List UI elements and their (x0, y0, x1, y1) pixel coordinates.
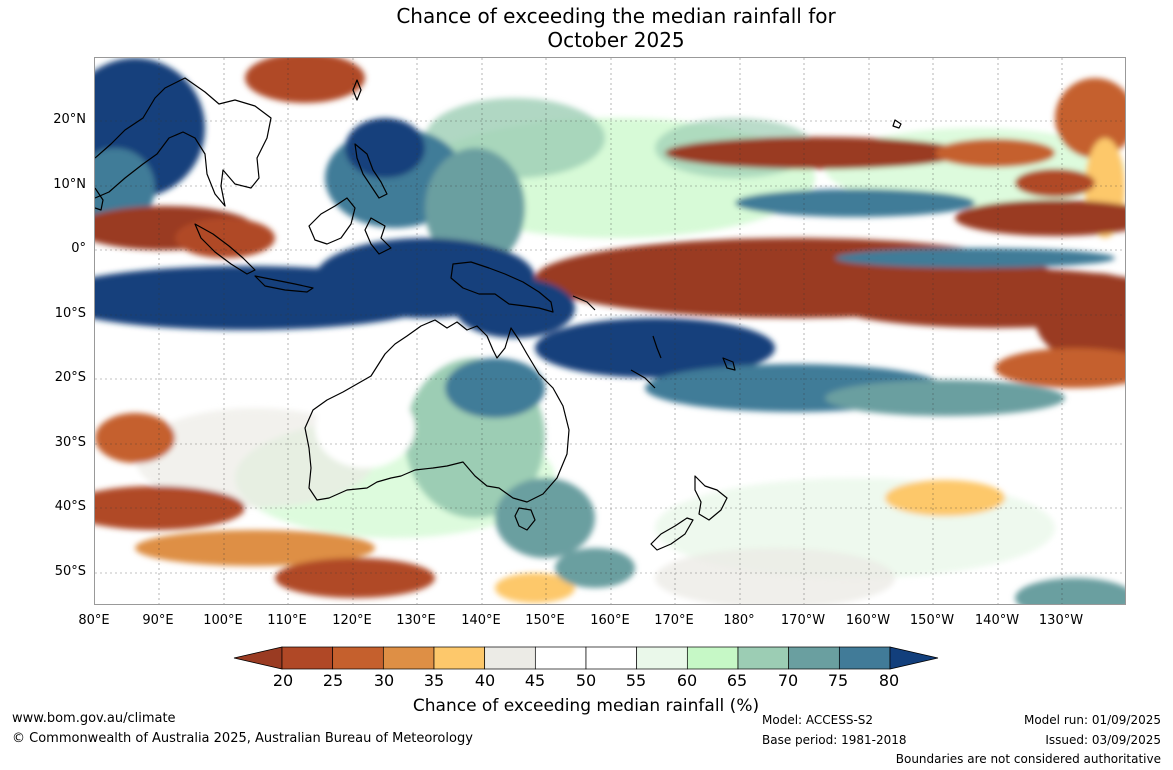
probability-field (95, 58, 1125, 604)
australia-coastline (304, 319, 570, 503)
legend-tick-50: 50 (575, 671, 597, 690)
legend-swatch-below-20 (233, 646, 283, 670)
legend-swatch-10 (788, 646, 840, 670)
sulawesi-coastline (364, 217, 392, 255)
base-period-text: Base period: 1981-2018 (762, 733, 907, 747)
map-title: Chance of exceeding the median rainfall … (0, 4, 1173, 52)
vanuatu-coastline (652, 335, 662, 359)
legend-title: Chance of exceeding median rainfall (%) (412, 696, 760, 716)
legend-tick-25: 25 (322, 671, 344, 690)
borneo-coastline (308, 197, 356, 245)
lat-label-20n: 20°N (53, 112, 86, 127)
lon-label-130e: 130°E (396, 613, 436, 628)
legend-swatch-3 (433, 646, 486, 670)
lon-label-170e: 170°E (654, 613, 694, 628)
title-line-2: October 2025 (547, 28, 685, 52)
legend-swatch-1 (332, 646, 384, 670)
legend-swatch-6 (585, 646, 638, 670)
lon-label-160e: 160°E (590, 613, 630, 628)
sumatra-coastline (194, 223, 256, 275)
legend-swatch-above-80 (889, 646, 939, 670)
legend-swatch-4 (484, 646, 536, 670)
legend-swatch-7 (636, 646, 688, 670)
new-zealand-north-coastline (694, 475, 728, 521)
graticule (95, 58, 1125, 604)
new-guinea-coastline (450, 261, 554, 313)
lon-label-100e: 100°E (203, 613, 243, 628)
legend-tick-60: 60 (676, 671, 698, 690)
legend-swatch-8 (686, 646, 739, 670)
map-canvas (95, 58, 1125, 604)
new-zealand-south-coastline (650, 517, 694, 551)
indochina-coastline (95, 77, 272, 207)
lat-label-10s: 10°S (54, 306, 86, 321)
solomon-islands-coastline (572, 295, 596, 311)
legend-colorbar (233, 646, 939, 670)
legend-tick-55: 55 (625, 671, 647, 690)
legend-tick-70: 70 (777, 671, 799, 690)
legend-swatch-2 (382, 646, 435, 670)
philippines-coastline (354, 143, 388, 199)
lon-label-150e: 150°E (525, 613, 565, 628)
lon-label-130w: 130°W (1038, 613, 1084, 628)
lat-label-0: 0° (71, 241, 86, 256)
legend-tick-35: 35 (423, 671, 445, 690)
sri-lanka-coastline (95, 187, 104, 211)
legend-swatch-9 (737, 646, 790, 670)
hawaii-coastline (892, 119, 902, 129)
lon-label-180: 180° (723, 613, 755, 628)
lat-label-30s: 30°S (54, 435, 86, 450)
legend-tick-30: 30 (373, 671, 395, 690)
legend-swatch-5 (534, 646, 587, 670)
lat-label-20s: 20°S (54, 370, 86, 385)
legend-tick-75: 75 (827, 671, 849, 690)
rainfall-map[interactable] (94, 57, 1126, 605)
disclaimer-text: Boundaries are not considered authoritat… (895, 752, 1161, 766)
new-caledonia-coastline (630, 369, 656, 389)
taiwan-coastline (352, 79, 362, 101)
legend-tick-40: 40 (474, 671, 496, 690)
lat-label-50s: 50°S (54, 564, 86, 579)
lon-label-80e: 80°E (78, 613, 110, 628)
issued-text: Issued: 03/09/2025 (1045, 733, 1161, 747)
legend-tick-65: 65 (726, 671, 748, 690)
website-link[interactable]: www.bom.gov.au/climate (12, 711, 176, 726)
fiji-coastline (722, 357, 736, 371)
tasmania-coastline (514, 507, 536, 531)
legend-tick-80: 80 (878, 671, 900, 690)
copyright-text: © Commonwealth of Australia 2025, Austra… (12, 731, 473, 746)
lon-label-110e: 110°E (267, 613, 307, 628)
title-line-1: Chance of exceeding the median rainfall … (396, 4, 836, 28)
legend-swatch-11 (838, 646, 891, 670)
lon-label-150w: 150°W (909, 613, 955, 628)
legend-tick-45: 45 (524, 671, 546, 690)
lon-label-160w: 160°W (845, 613, 891, 628)
model-text: Model: ACCESS-S2 (762, 713, 874, 727)
legend-tick-20: 20 (272, 671, 294, 690)
lon-label-170w: 170°W (780, 613, 826, 628)
lon-label-90e: 90°E (142, 613, 174, 628)
coastlines (95, 77, 902, 551)
lon-label-120e: 120°E (332, 613, 372, 628)
legend-swatch-0 (281, 646, 334, 670)
model-run-text: Model run: 01/09/2025 (1023, 713, 1161, 727)
lat-label-40s: 40°S (54, 499, 86, 514)
lon-label-140e: 140°E (461, 613, 501, 628)
lon-label-140w: 140°W (974, 613, 1020, 628)
lat-label-10n: 10°N (53, 177, 86, 192)
java-coastline (254, 275, 314, 293)
